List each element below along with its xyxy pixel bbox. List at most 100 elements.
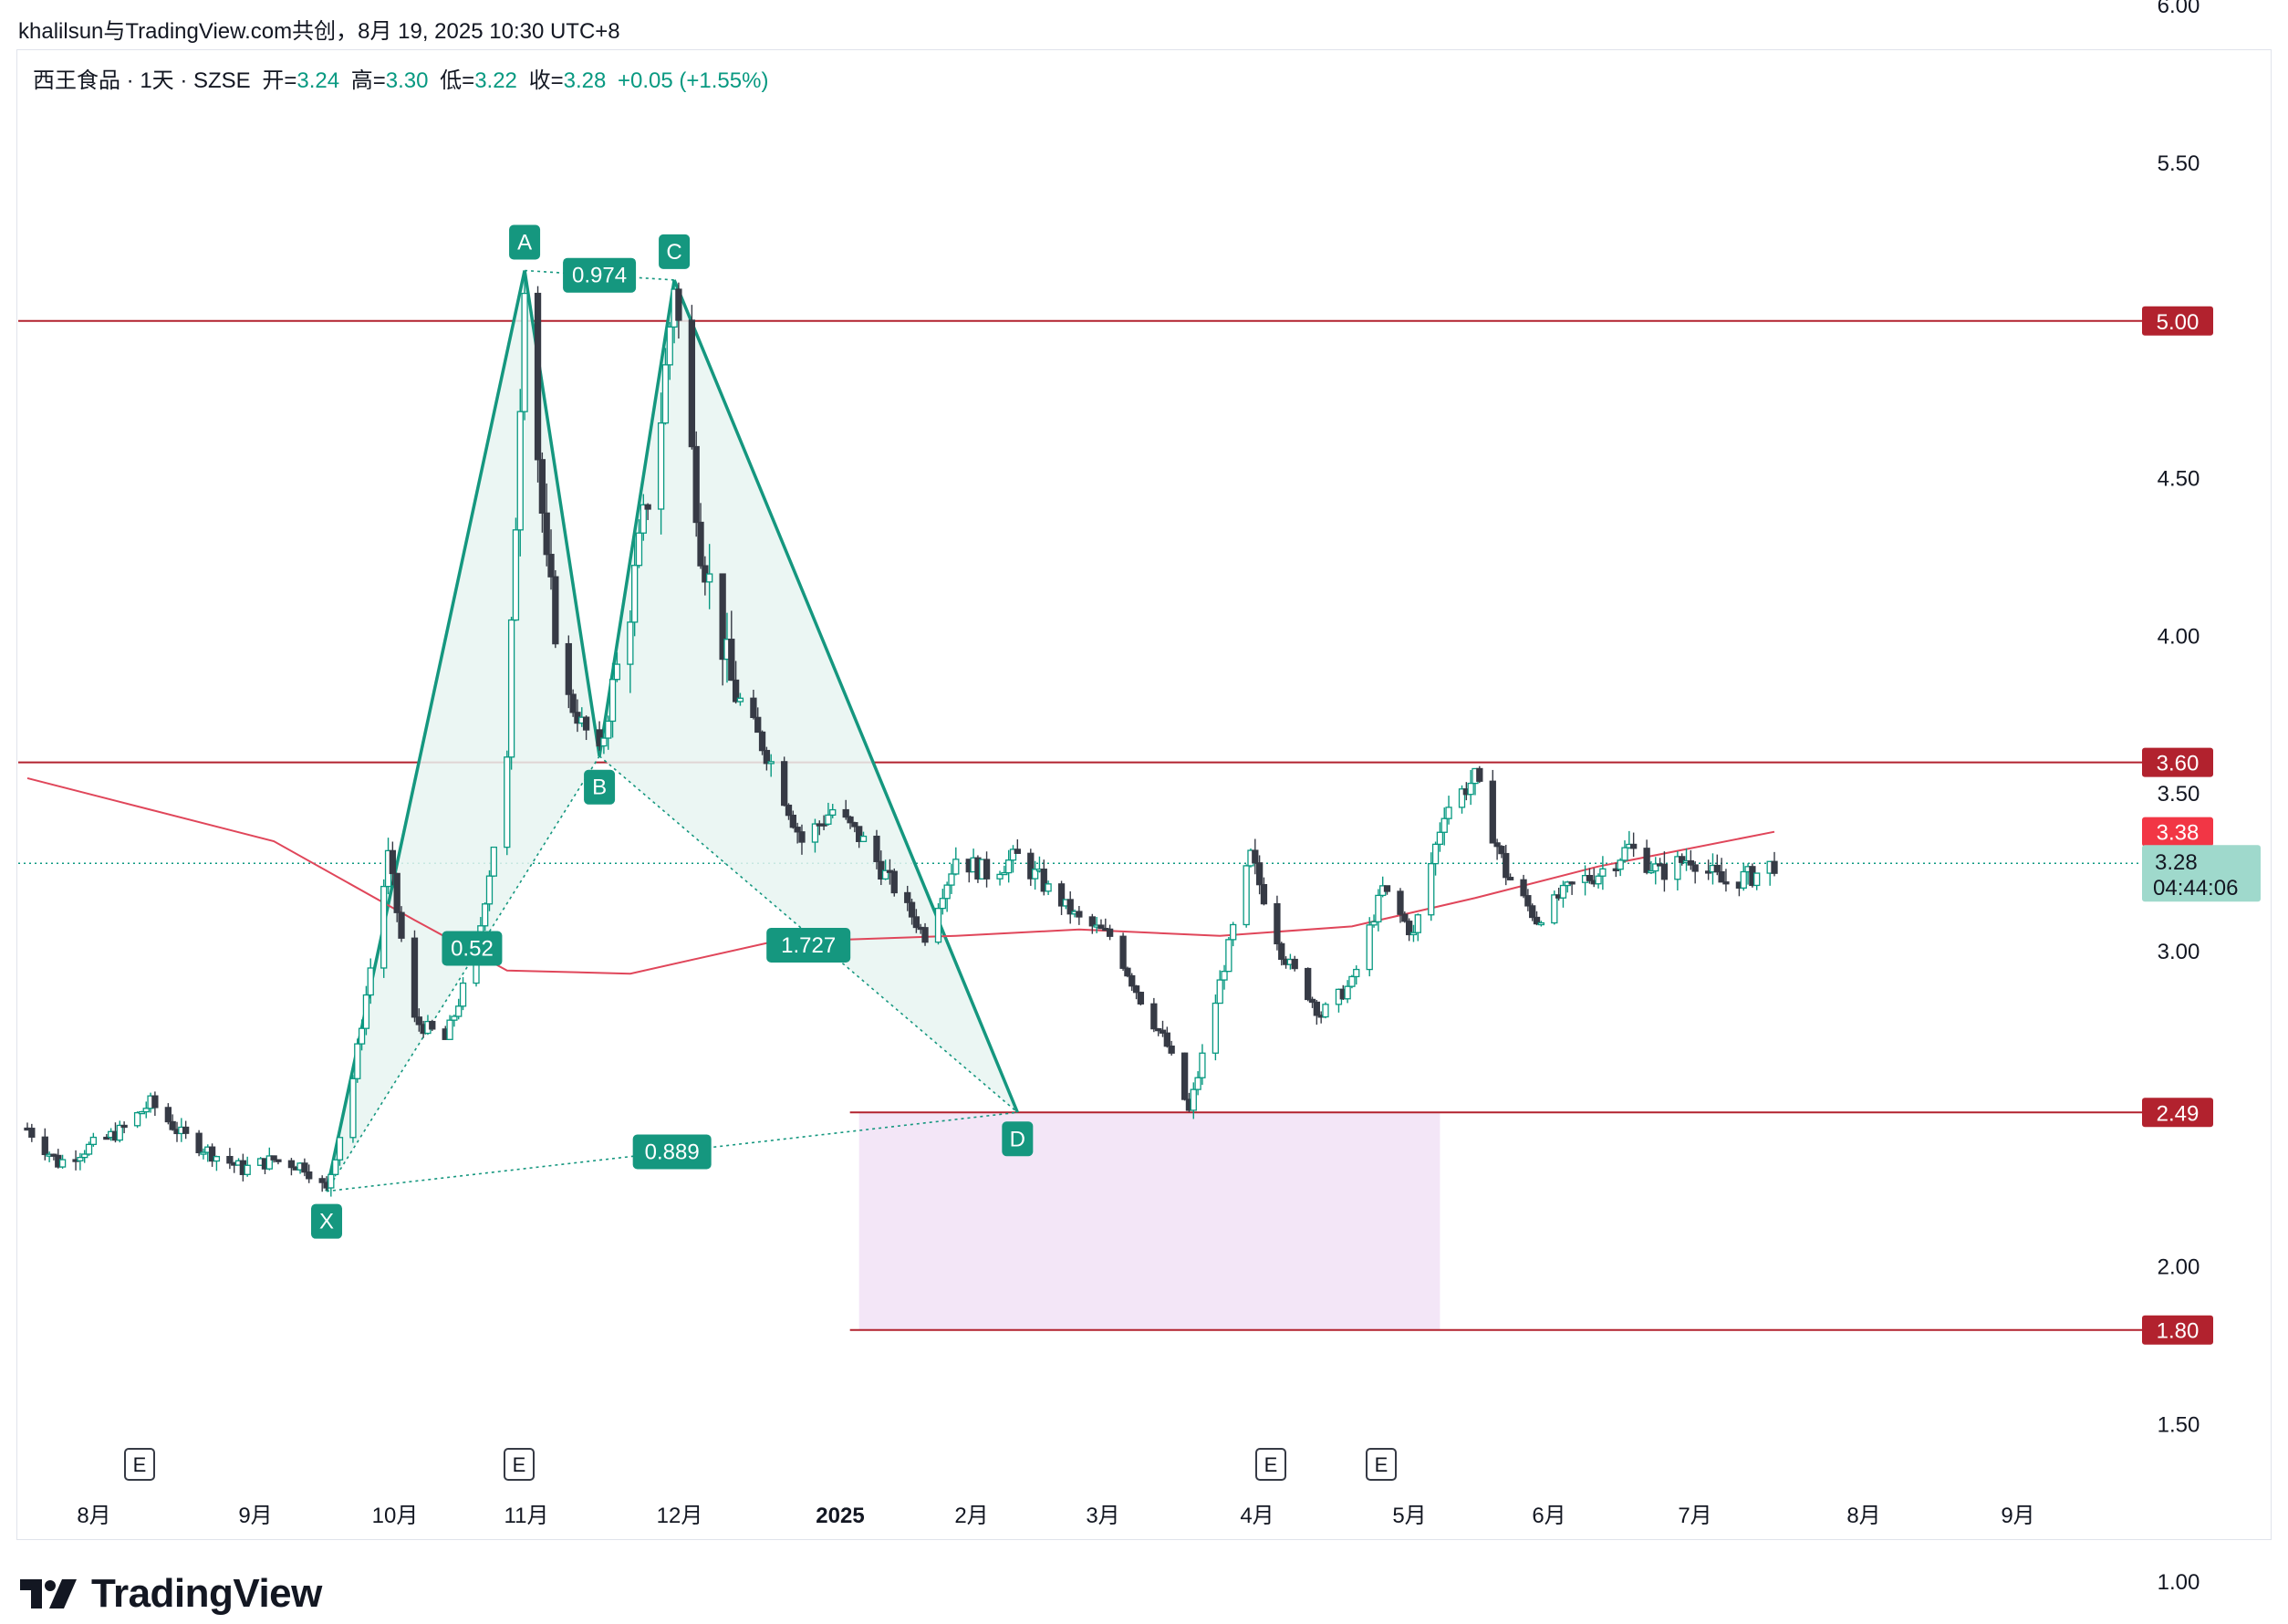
- target-zone[interactable]: [858, 1112, 1440, 1330]
- candle[interactable]: [1132, 985, 1140, 994]
- candle[interactable]: [736, 697, 744, 703]
- candle[interactable]: [270, 1155, 277, 1161]
- candle[interactable]: [719, 573, 726, 661]
- candle[interactable]: [921, 927, 929, 943]
- candle[interactable]: [306, 1171, 313, 1180]
- candle[interactable]: [1119, 935, 1127, 969]
- candle[interactable]: [182, 1126, 190, 1134]
- candle[interactable]: [706, 573, 713, 583]
- candle[interactable]: [1194, 1077, 1201, 1090]
- candle[interactable]: [1274, 902, 1281, 945]
- candle[interactable]: [1409, 932, 1418, 936]
- candle[interactable]: [908, 901, 916, 918]
- candle[interactable]: [1691, 864, 1699, 872]
- candle[interactable]: [1414, 914, 1421, 933]
- candle[interactable]: [1599, 868, 1607, 877]
- candle[interactable]: [89, 1136, 98, 1146]
- candle[interactable]: [631, 565, 639, 623]
- candle[interactable]: [1163, 1032, 1170, 1047]
- candle[interactable]: [1221, 971, 1228, 981]
- candle[interactable]: [362, 994, 370, 1029]
- candle[interactable]: [120, 1124, 128, 1129]
- candle[interactable]: [1159, 1029, 1167, 1034]
- candle[interactable]: [1498, 846, 1505, 855]
- candle[interactable]: [829, 808, 837, 817]
- candle[interactable]: [1405, 921, 1413, 936]
- candle[interactable]: [767, 761, 775, 765]
- candle[interactable]: [169, 1120, 176, 1130]
- candle[interactable]: [1088, 916, 1096, 927]
- candle[interactable]: [613, 663, 621, 681]
- pattern-leg-cd[interactable]: [672, 279, 1019, 1113]
- candle[interactable]: [627, 621, 634, 665]
- candle[interactable]: [1348, 975, 1356, 987]
- candle[interactable]: [226, 1155, 234, 1164]
- earnings-marker-icon[interactable]: E: [504, 1448, 535, 1481]
- candle[interactable]: [1458, 788, 1466, 808]
- candle[interactable]: [1097, 924, 1105, 930]
- candle[interactable]: [1066, 899, 1074, 915]
- candle[interactable]: [608, 679, 617, 723]
- candle[interactable]: [1366, 924, 1373, 971]
- candle[interactable]: [939, 898, 946, 910]
- pattern-point-b[interactable]: B: [584, 769, 616, 805]
- candle[interactable]: [1305, 967, 1312, 1001]
- candle[interactable]: [455, 1005, 463, 1017]
- candle[interactable]: [1014, 848, 1021, 854]
- candle[interactable]: [1106, 928, 1114, 937]
- candle[interactable]: [750, 697, 757, 719]
- candle[interactable]: [785, 804, 793, 817]
- candle[interactable]: [507, 619, 515, 758]
- candle[interactable]: [692, 445, 700, 524]
- candle[interactable]: [1243, 865, 1250, 926]
- candle[interactable]: [512, 529, 520, 621]
- candle[interactable]: [1493, 842, 1501, 848]
- pattern-ratio-xd[interactable]: [326, 1111, 1018, 1192]
- ratio-label-bcd[interactable]: 1.727: [766, 927, 851, 963]
- candle[interactable]: [851, 822, 858, 828]
- candle[interactable]: [1353, 968, 1360, 978]
- candle[interactable]: [1045, 883, 1052, 892]
- candle[interactable]: [543, 512, 550, 556]
- candle[interactable]: [934, 907, 942, 943]
- candle[interactable]: [794, 827, 801, 833]
- candle[interactable]: [666, 326, 673, 366]
- candle[interactable]: [1629, 843, 1638, 849]
- candle[interactable]: [429, 1020, 436, 1030]
- candle[interactable]: [1397, 890, 1404, 915]
- candle[interactable]: [521, 292, 528, 412]
- candle[interactable]: [820, 823, 827, 827]
- candle[interactable]: [138, 1110, 146, 1115]
- candle[interactable]: [1001, 871, 1008, 876]
- candle[interactable]: [354, 1043, 361, 1079]
- candle[interactable]: [1586, 875, 1594, 881]
- price-level-badge[interactable]: 3.60: [2142, 747, 2213, 777]
- candle[interactable]: [393, 872, 400, 913]
- candle[interactable]: [842, 808, 849, 818]
- candle[interactable]: [1551, 894, 1558, 924]
- candle[interactable]: [41, 1136, 48, 1156]
- candle[interactable]: [1679, 856, 1686, 863]
- candle[interactable]: [1252, 849, 1259, 864]
- candle[interactable]: [1621, 847, 1628, 861]
- candle[interactable]: [1009, 848, 1017, 861]
- candle[interactable]: [635, 532, 643, 567]
- candle[interactable]: [1718, 870, 1725, 883]
- candle[interactable]: [1537, 921, 1544, 926]
- candle[interactable]: [1370, 921, 1378, 926]
- candle[interactable]: [116, 1124, 123, 1141]
- candle[interactable]: [389, 849, 397, 875]
- candle[interactable]: [811, 823, 819, 843]
- candle[interactable]: [1436, 831, 1444, 846]
- candle[interactable]: [332, 1159, 339, 1175]
- candle[interactable]: [1524, 895, 1532, 907]
- candle[interactable]: [1476, 767, 1483, 782]
- candle[interactable]: [534, 292, 542, 461]
- candle[interactable]: [1383, 885, 1391, 892]
- candle[interactable]: [318, 1178, 326, 1183]
- candle[interactable]: [1180, 1052, 1189, 1100]
- candle[interactable]: [1559, 884, 1567, 899]
- candle[interactable]: [943, 884, 951, 900]
- candle[interactable]: [1445, 807, 1452, 819]
